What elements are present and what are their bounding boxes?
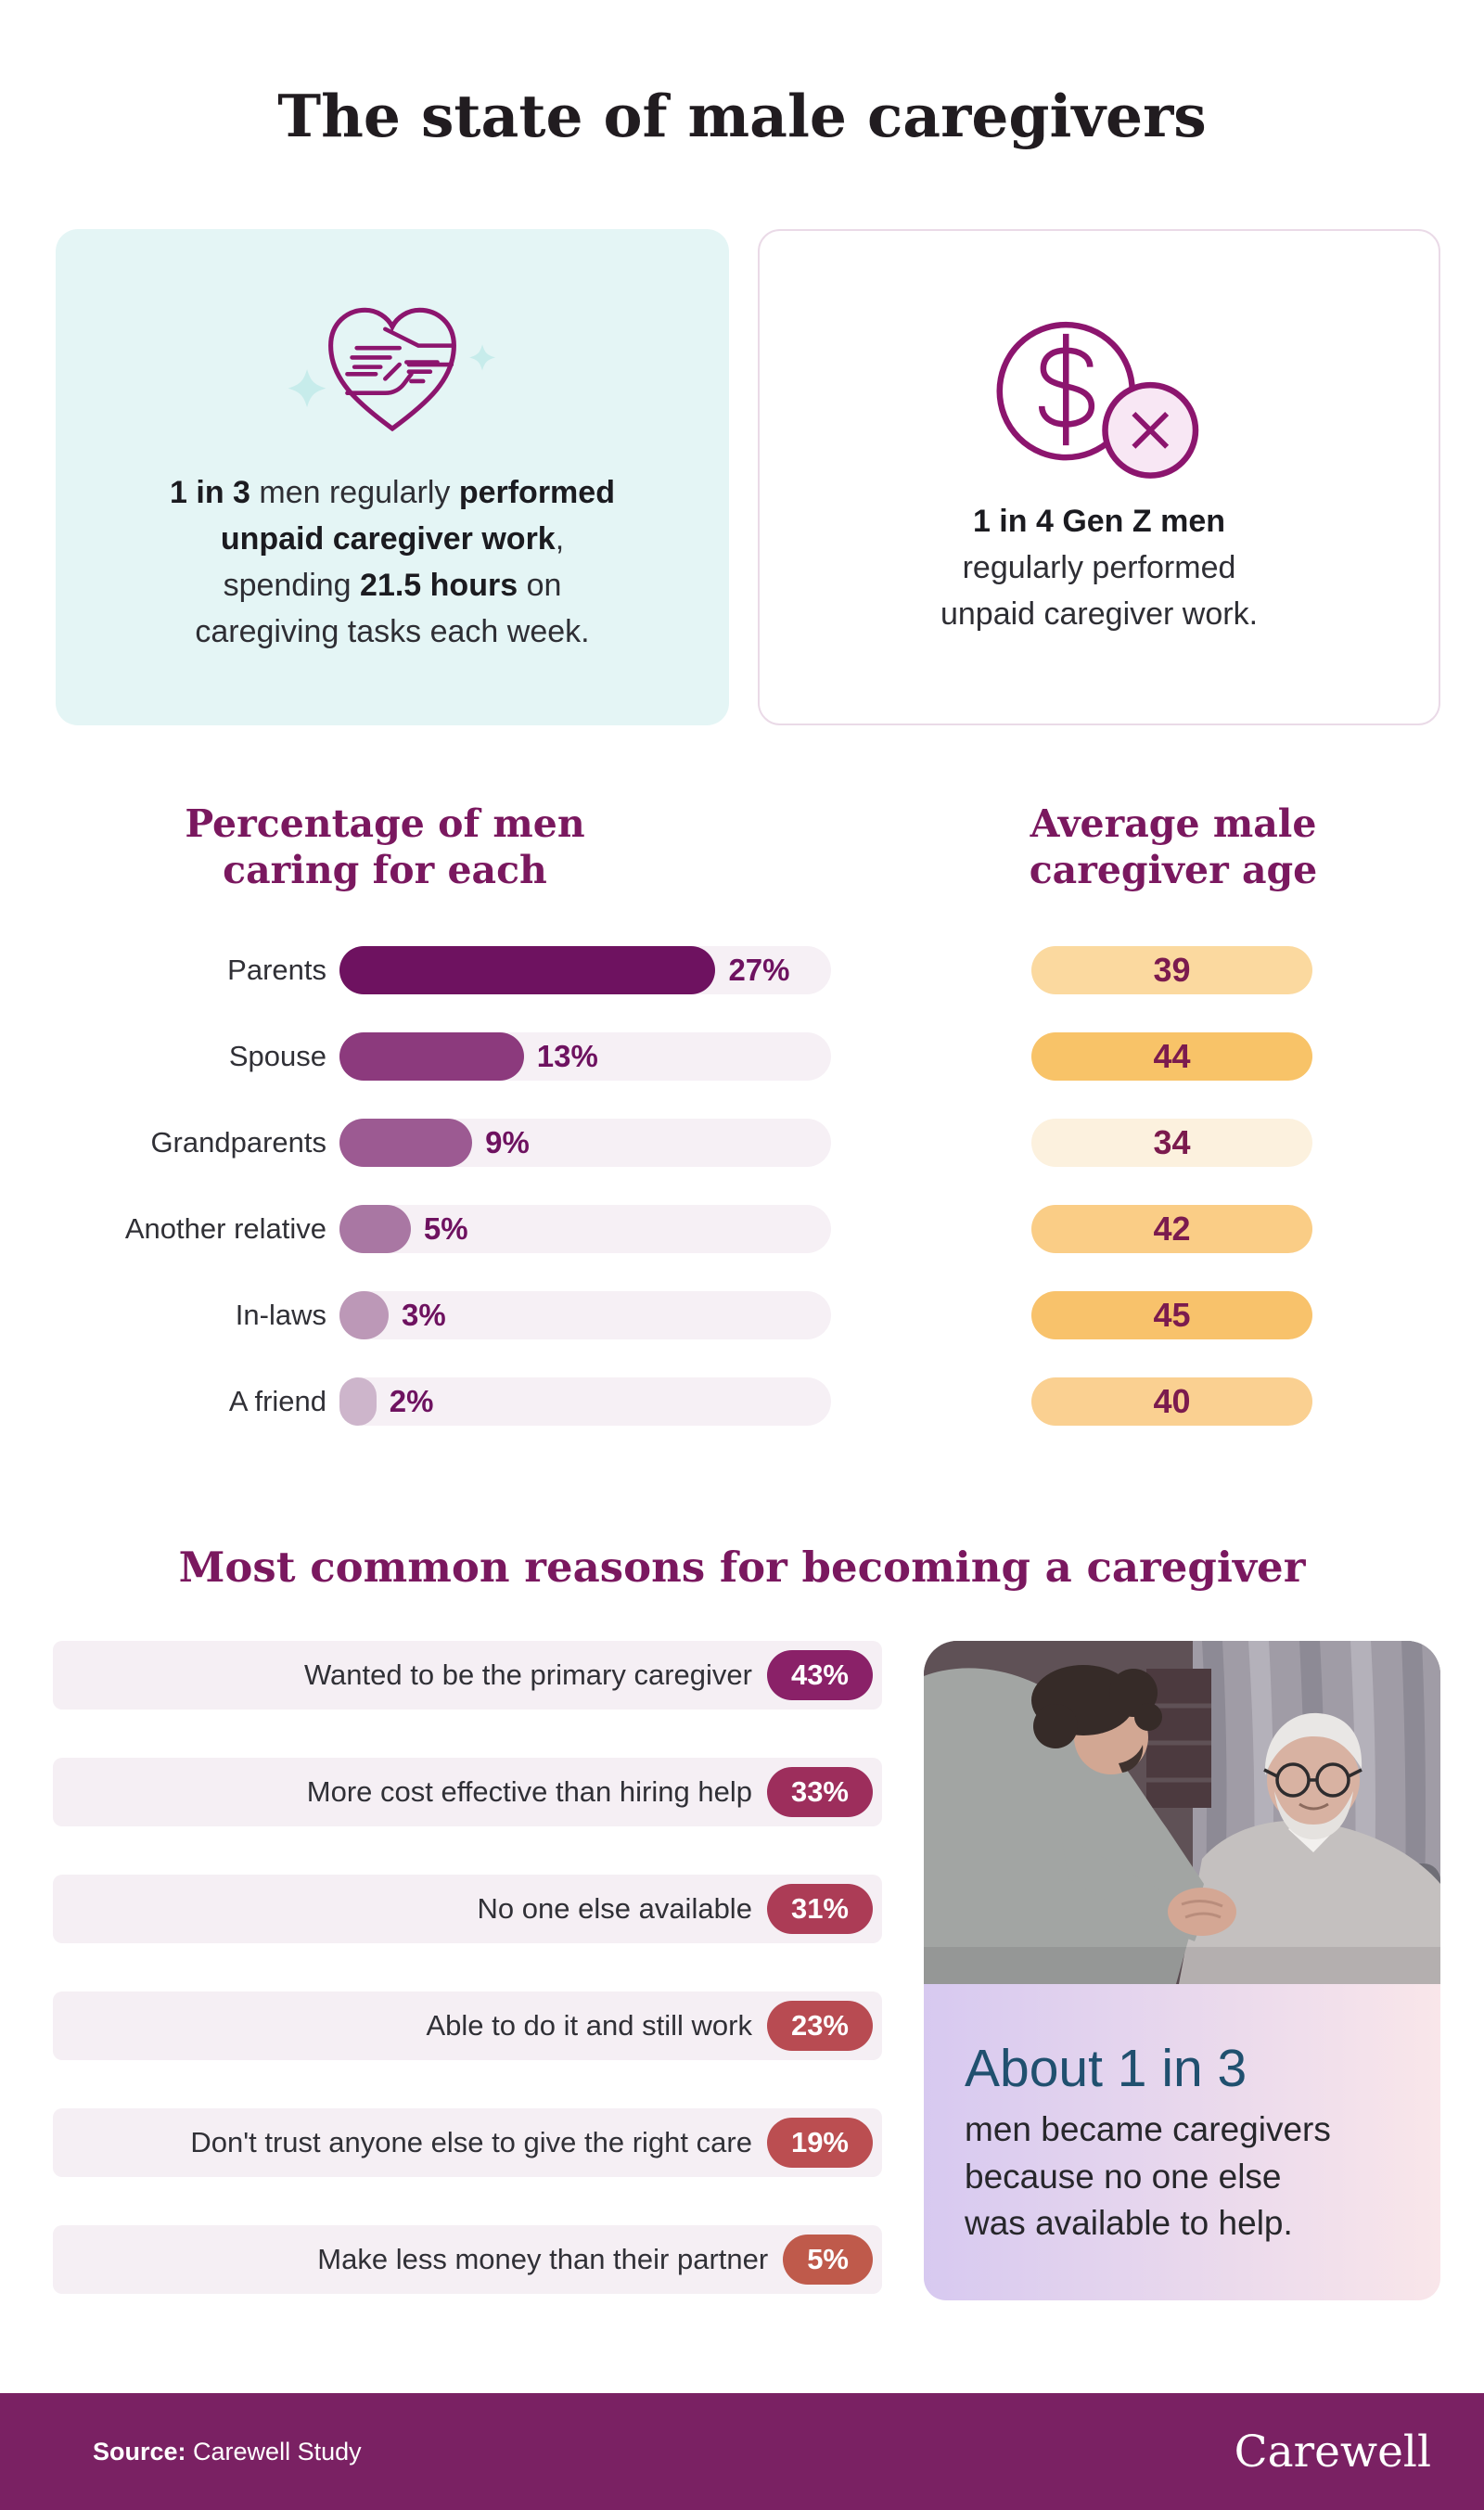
photo-caption: About 1 in 3 men became caregivers becau…	[924, 1983, 1440, 2300]
reason-row-less-money: Make less money than their partner 5%	[53, 2224, 882, 2294]
bar-track: 3%	[339, 1290, 831, 1339]
reason-label: No one else available	[477, 1891, 752, 1925]
age-chart-title: Average male caregiver age	[1029, 800, 1318, 892]
reason-value-badge: 31%	[766, 1883, 873, 1934]
bar-label: Another relative	[124, 1211, 326, 1245]
stat-cards-row: 1 in 3 men regularly performed unpaid ca…	[56, 228, 1440, 725]
reason-value-badge: 33%	[766, 1766, 873, 1817]
reason-row-still-work: Able to do it and still work 23%	[53, 1991, 882, 2060]
reason-label: Make less money than their partner	[317, 2242, 769, 2275]
source-value: Carewell Study	[186, 2437, 362, 2465]
reason-label: Able to do it and still work	[426, 2008, 752, 2042]
reason-row-primary-caregiver: Wanted to be the primary caregiver 43%	[53, 1640, 882, 1710]
charts-section: Percentage of men caring for each Parent…	[0, 800, 1484, 1426]
stat-card-one-in-three: 1 in 3 men regularly performed unpaid ca…	[56, 228, 729, 725]
reason-value-badge: 23%	[766, 2000, 873, 2051]
bar-track: 27%	[339, 945, 831, 994]
bar-fill	[339, 1377, 377, 1426]
footer-bar: Source: Carewell Study Carewell	[0, 2393, 1484, 2510]
bar-row-spouse: Spouse 13%	[0, 1031, 928, 1081]
care-chart-title: Percentage of men caring for each	[185, 800, 585, 892]
reason-label: Wanted to be the primary caregiver	[303, 1658, 752, 1691]
bar-value: 2%	[389, 1383, 434, 1418]
bar-value: 3%	[402, 1297, 446, 1332]
bar-fill	[339, 1290, 389, 1339]
bar-row-grandparents: Grandparents 9%	[0, 1118, 928, 1167]
care-percentage-chart: Percentage of men caring for each Parent…	[0, 800, 928, 1426]
stat-card-text: 1 in 4 Gen Z men regularly performed unp…	[940, 503, 1259, 632]
reason-label: Don't trust anyone else to give the righ…	[190, 2125, 752, 2158]
reason-row-cost-effective: More cost effective than hiring help 33%	[53, 1757, 882, 1826]
bar-track: 13%	[339, 1031, 831, 1081]
average-age-chart: Average male caregiver age 39 44 34 42 4…	[928, 800, 1419, 1426]
reasons-title: Most common reasons for becoming a careg…	[178, 1542, 1306, 1592]
reasons-list: Wanted to be the primary caregiver 43% M…	[53, 1640, 882, 2300]
age-pill-another-relative: 42	[1031, 1204, 1312, 1253]
source-label: Source:	[93, 2437, 186, 2465]
bar-fill	[339, 945, 716, 994]
reason-label: More cost effective than hiring help	[306, 1774, 752, 1808]
bar-fill	[339, 1204, 411, 1253]
bar-fill	[339, 1031, 524, 1081]
dollar-crossed-icon	[996, 321, 1199, 479]
bar-track: 2%	[339, 1377, 831, 1426]
age-pill-spouse: 44	[1031, 1031, 1312, 1081]
reasons-section: Wanted to be the primary caregiver 43% M…	[0, 1640, 1484, 2300]
reason-value-badge: 43%	[766, 1649, 873, 1700]
bar-row-parents: Parents 27%	[0, 945, 928, 994]
bar-label: Grandparents	[150, 1125, 326, 1159]
bar-label: Parents	[227, 953, 326, 986]
bar-label: Spouse	[228, 1039, 326, 1072]
stat-card-gen-z: 1 in 4 Gen Z men regularly performed unp…	[758, 228, 1440, 725]
source-note: Source: Carewell Study	[93, 2438, 362, 2466]
bar-value: 27%	[728, 952, 790, 987]
age-pill-parents: 39	[1031, 945, 1312, 994]
bar-value: 13%	[536, 1038, 598, 1073]
bar-value: 5%	[423, 1210, 468, 1246]
bar-row-in-laws: In-laws 3%	[0, 1290, 928, 1339]
reason-value-badge: 19%	[766, 2117, 873, 2168]
bar-label: A friend	[228, 1384, 326, 1417]
carewell-logo: Carewell	[1234, 2426, 1431, 2478]
stat-card-text: 1 in 3 men regularly performed unpaid ca…	[170, 474, 615, 649]
bar-track: 9%	[339, 1118, 831, 1167]
bar-row-a-friend: A friend 2%	[0, 1377, 928, 1426]
age-pill-grandparents: 34	[1031, 1118, 1312, 1167]
bar-row-another-relative: Another relative 5%	[0, 1204, 928, 1253]
reason-row-dont-trust: Don't trust anyone else to give the righ…	[53, 2107, 882, 2177]
caption-title: About 1 in 3	[965, 2038, 1247, 2098]
age-pill-in-laws: 45	[1031, 1290, 1312, 1339]
hands-heart-icon	[288, 307, 496, 431]
caregiving-photo	[924, 1640, 1440, 1984]
bar-label: In-laws	[235, 1298, 326, 1331]
bar-track: 5%	[339, 1204, 831, 1253]
photo-callout-card: About 1 in 3 men became caregivers becau…	[924, 1640, 1440, 2300]
reason-value-badge: 5%	[783, 2234, 873, 2285]
reason-row-no-one-else: No one else available 31%	[53, 1874, 882, 1943]
bar-fill	[339, 1118, 473, 1167]
age-pill-a-friend: 40	[1031, 1377, 1312, 1426]
caption-body: men became caregivers because no one els…	[965, 2110, 1331, 2242]
bar-value: 9%	[485, 1124, 530, 1159]
page-title: The state of male caregivers	[277, 82, 1207, 150]
